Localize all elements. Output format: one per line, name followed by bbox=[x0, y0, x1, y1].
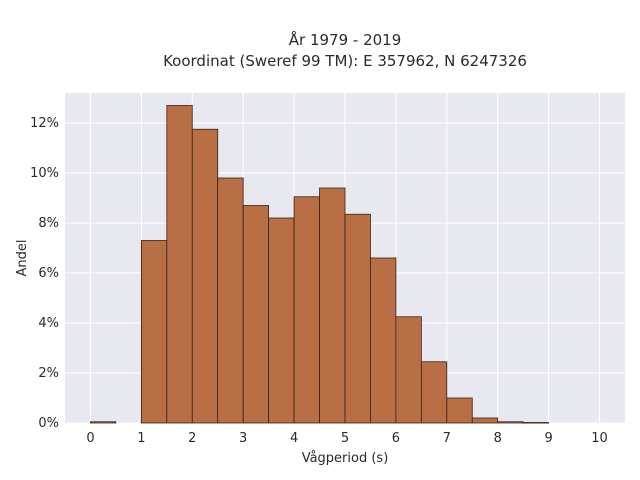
histogram-bar bbox=[140, 240, 168, 424]
y-tick-label: 12% bbox=[30, 116, 59, 131]
chart-title-line-1: År 1979 - 2019 bbox=[289, 30, 402, 49]
y-tick-label: 2% bbox=[38, 366, 59, 381]
histogram-bar bbox=[90, 421, 117, 424]
histogram-bar bbox=[522, 422, 550, 424]
x-tick-label: 0 bbox=[86, 431, 94, 446]
histogram-bar bbox=[268, 217, 295, 424]
x-axis-label: Vågperiod (s) bbox=[302, 451, 389, 466]
histogram-bar bbox=[217, 177, 244, 424]
histogram-bar bbox=[319, 187, 346, 424]
chart-title-line-2: Koordinat (Sweref 99 TM): E 357962, N 62… bbox=[163, 52, 527, 70]
x-tick-label: 4 bbox=[290, 431, 298, 446]
x-tick-label: 10 bbox=[591, 431, 608, 446]
histogram-bar bbox=[395, 316, 422, 424]
bars bbox=[90, 105, 550, 424]
x-tick-label: 5 bbox=[341, 431, 349, 446]
histogram-bar bbox=[471, 417, 499, 424]
x-tick-label: 2 bbox=[188, 431, 196, 446]
x-tick-label: 3 bbox=[239, 431, 247, 446]
y-axis-ticks: 0% 2% 4% 6% 8% 10% 12% bbox=[30, 116, 59, 431]
histogram-bar bbox=[370, 257, 397, 424]
y-tick-label: 6% bbox=[38, 266, 59, 281]
histogram-bar bbox=[166, 105, 193, 424]
x-tick-label: 8 bbox=[494, 431, 502, 446]
x-tick-label: 6 bbox=[392, 431, 400, 446]
histogram-bar bbox=[497, 421, 524, 424]
y-tick-label: 4% bbox=[38, 316, 59, 331]
x-tick-label: 7 bbox=[443, 431, 451, 446]
y-tick-label: 10% bbox=[30, 166, 59, 181]
x-axis-ticks: 0 1 2 3 4 5 6 7 8 9 10 bbox=[86, 431, 608, 446]
y-tick-label: 0% bbox=[38, 416, 59, 431]
histogram-bar bbox=[293, 196, 320, 424]
histogram-bar bbox=[344, 213, 371, 424]
y-axis-label: Andel bbox=[15, 240, 30, 277]
histogram-bar bbox=[446, 397, 473, 424]
y-tick-label: 8% bbox=[38, 216, 59, 231]
x-tick-label: 1 bbox=[137, 431, 145, 446]
x-tick-label: 9 bbox=[544, 431, 552, 446]
histogram-bar bbox=[420, 361, 448, 424]
histogram-bar bbox=[191, 128, 219, 424]
histogram-bar bbox=[242, 205, 270, 424]
